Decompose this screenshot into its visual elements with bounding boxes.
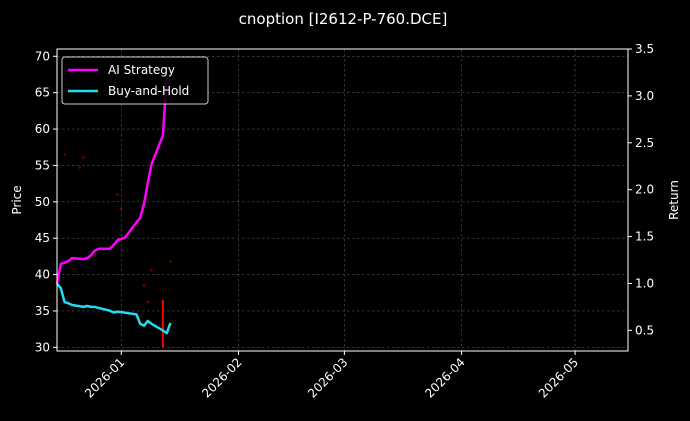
y2-tick-label: 2.5	[635, 136, 654, 150]
legend: AI Strategy Buy-and-Hold	[61, 56, 209, 105]
y-tick-label: 35	[35, 304, 50, 318]
y2-axis-ticks: 0.5 1.0 1.5 2.0 2.5 3.0 3.5	[628, 42, 654, 337]
chart-title: cnoption [I2612-P-760.DCE]	[239, 10, 448, 28]
legend-label-buy-and-hold: Buy-and-Hold	[108, 84, 189, 98]
y-tick-label: 45	[35, 231, 50, 245]
y-axis-title: Price	[10, 185, 24, 214]
y-tick-label: 65	[35, 86, 50, 100]
price-point	[82, 156, 85, 159]
y2-tick-label: 0.5	[635, 323, 654, 337]
y-tick-label: 30	[35, 340, 50, 354]
y2-tick-label: 1.5	[635, 230, 654, 244]
price-point	[63, 153, 66, 156]
buy-and-hold-line	[56, 282, 172, 335]
plot-frame	[56, 48, 629, 352]
y2-tick-label: 3.0	[635, 89, 654, 103]
y-tick-label: 60	[35, 122, 50, 136]
legend-box	[61, 56, 209, 105]
y-tick-label: 40	[35, 268, 50, 282]
price-point	[116, 193, 119, 196]
y2-tick-label: 3.5	[635, 42, 654, 56]
price-point	[142, 284, 145, 287]
price-markers	[63, 153, 172, 348]
ai-strategy-line	[55, 77, 168, 284]
price-point	[120, 207, 123, 210]
y-tick-label: 55	[35, 158, 50, 172]
y-axis-ticks: 30 35 40 45 50 55 60 65 70	[35, 49, 57, 354]
y-tick-label: 50	[35, 195, 50, 209]
y2-axis-title: Return	[667, 180, 681, 220]
series-lines	[55, 77, 172, 335]
price-point	[169, 260, 172, 263]
legend-label-ai-strategy: AI Strategy	[108, 63, 175, 77]
y-tick-label: 70	[35, 49, 50, 63]
price-point	[78, 166, 81, 169]
price-point	[146, 301, 149, 304]
y2-tick-label: 2.0	[635, 183, 654, 197]
y2-tick-label: 1.0	[635, 276, 654, 290]
price-point	[150, 269, 153, 272]
